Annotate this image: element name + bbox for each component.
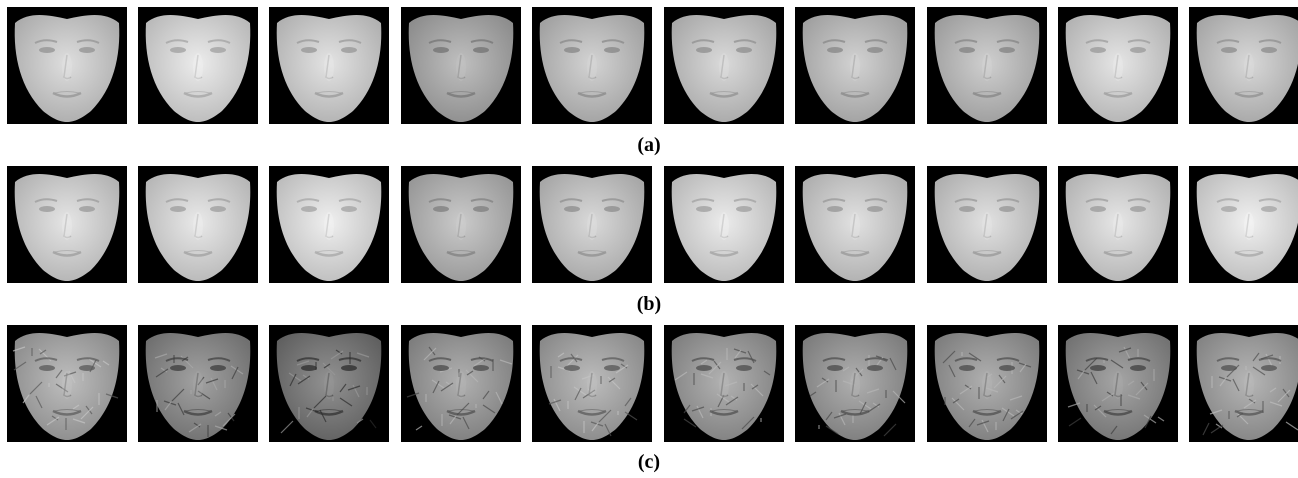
caption-c: (c) [637,451,661,473]
face-row-a [0,7,1298,124]
face-image [7,325,127,442]
face-image [138,166,258,283]
face-image [1189,7,1298,124]
face-image [7,7,127,124]
face-image [138,325,258,442]
face-row-c [0,325,1298,442]
face-image [401,325,521,442]
face-image [1189,325,1298,442]
face-image [269,166,389,283]
caption-a: (a) [637,134,661,156]
face-image [1058,325,1178,442]
face-image [138,7,258,124]
face-image [532,7,652,124]
face-image [401,166,521,283]
face-image [7,166,127,283]
face-image [927,7,1047,124]
face-image [795,7,915,124]
caption-b: (b) [636,293,662,315]
face-image [927,166,1047,283]
face-row-b [0,166,1298,283]
face-image [532,166,652,283]
face-image [1058,166,1178,283]
face-image [269,7,389,124]
face-image [401,7,521,124]
face-image [269,325,389,442]
face-image [1189,166,1298,283]
face-image [664,325,784,442]
face-image [795,325,915,442]
face-image [532,325,652,442]
face-image [927,325,1047,442]
face-image [1058,7,1178,124]
face-image [664,166,784,283]
face-image [664,7,784,124]
face-image [795,166,915,283]
